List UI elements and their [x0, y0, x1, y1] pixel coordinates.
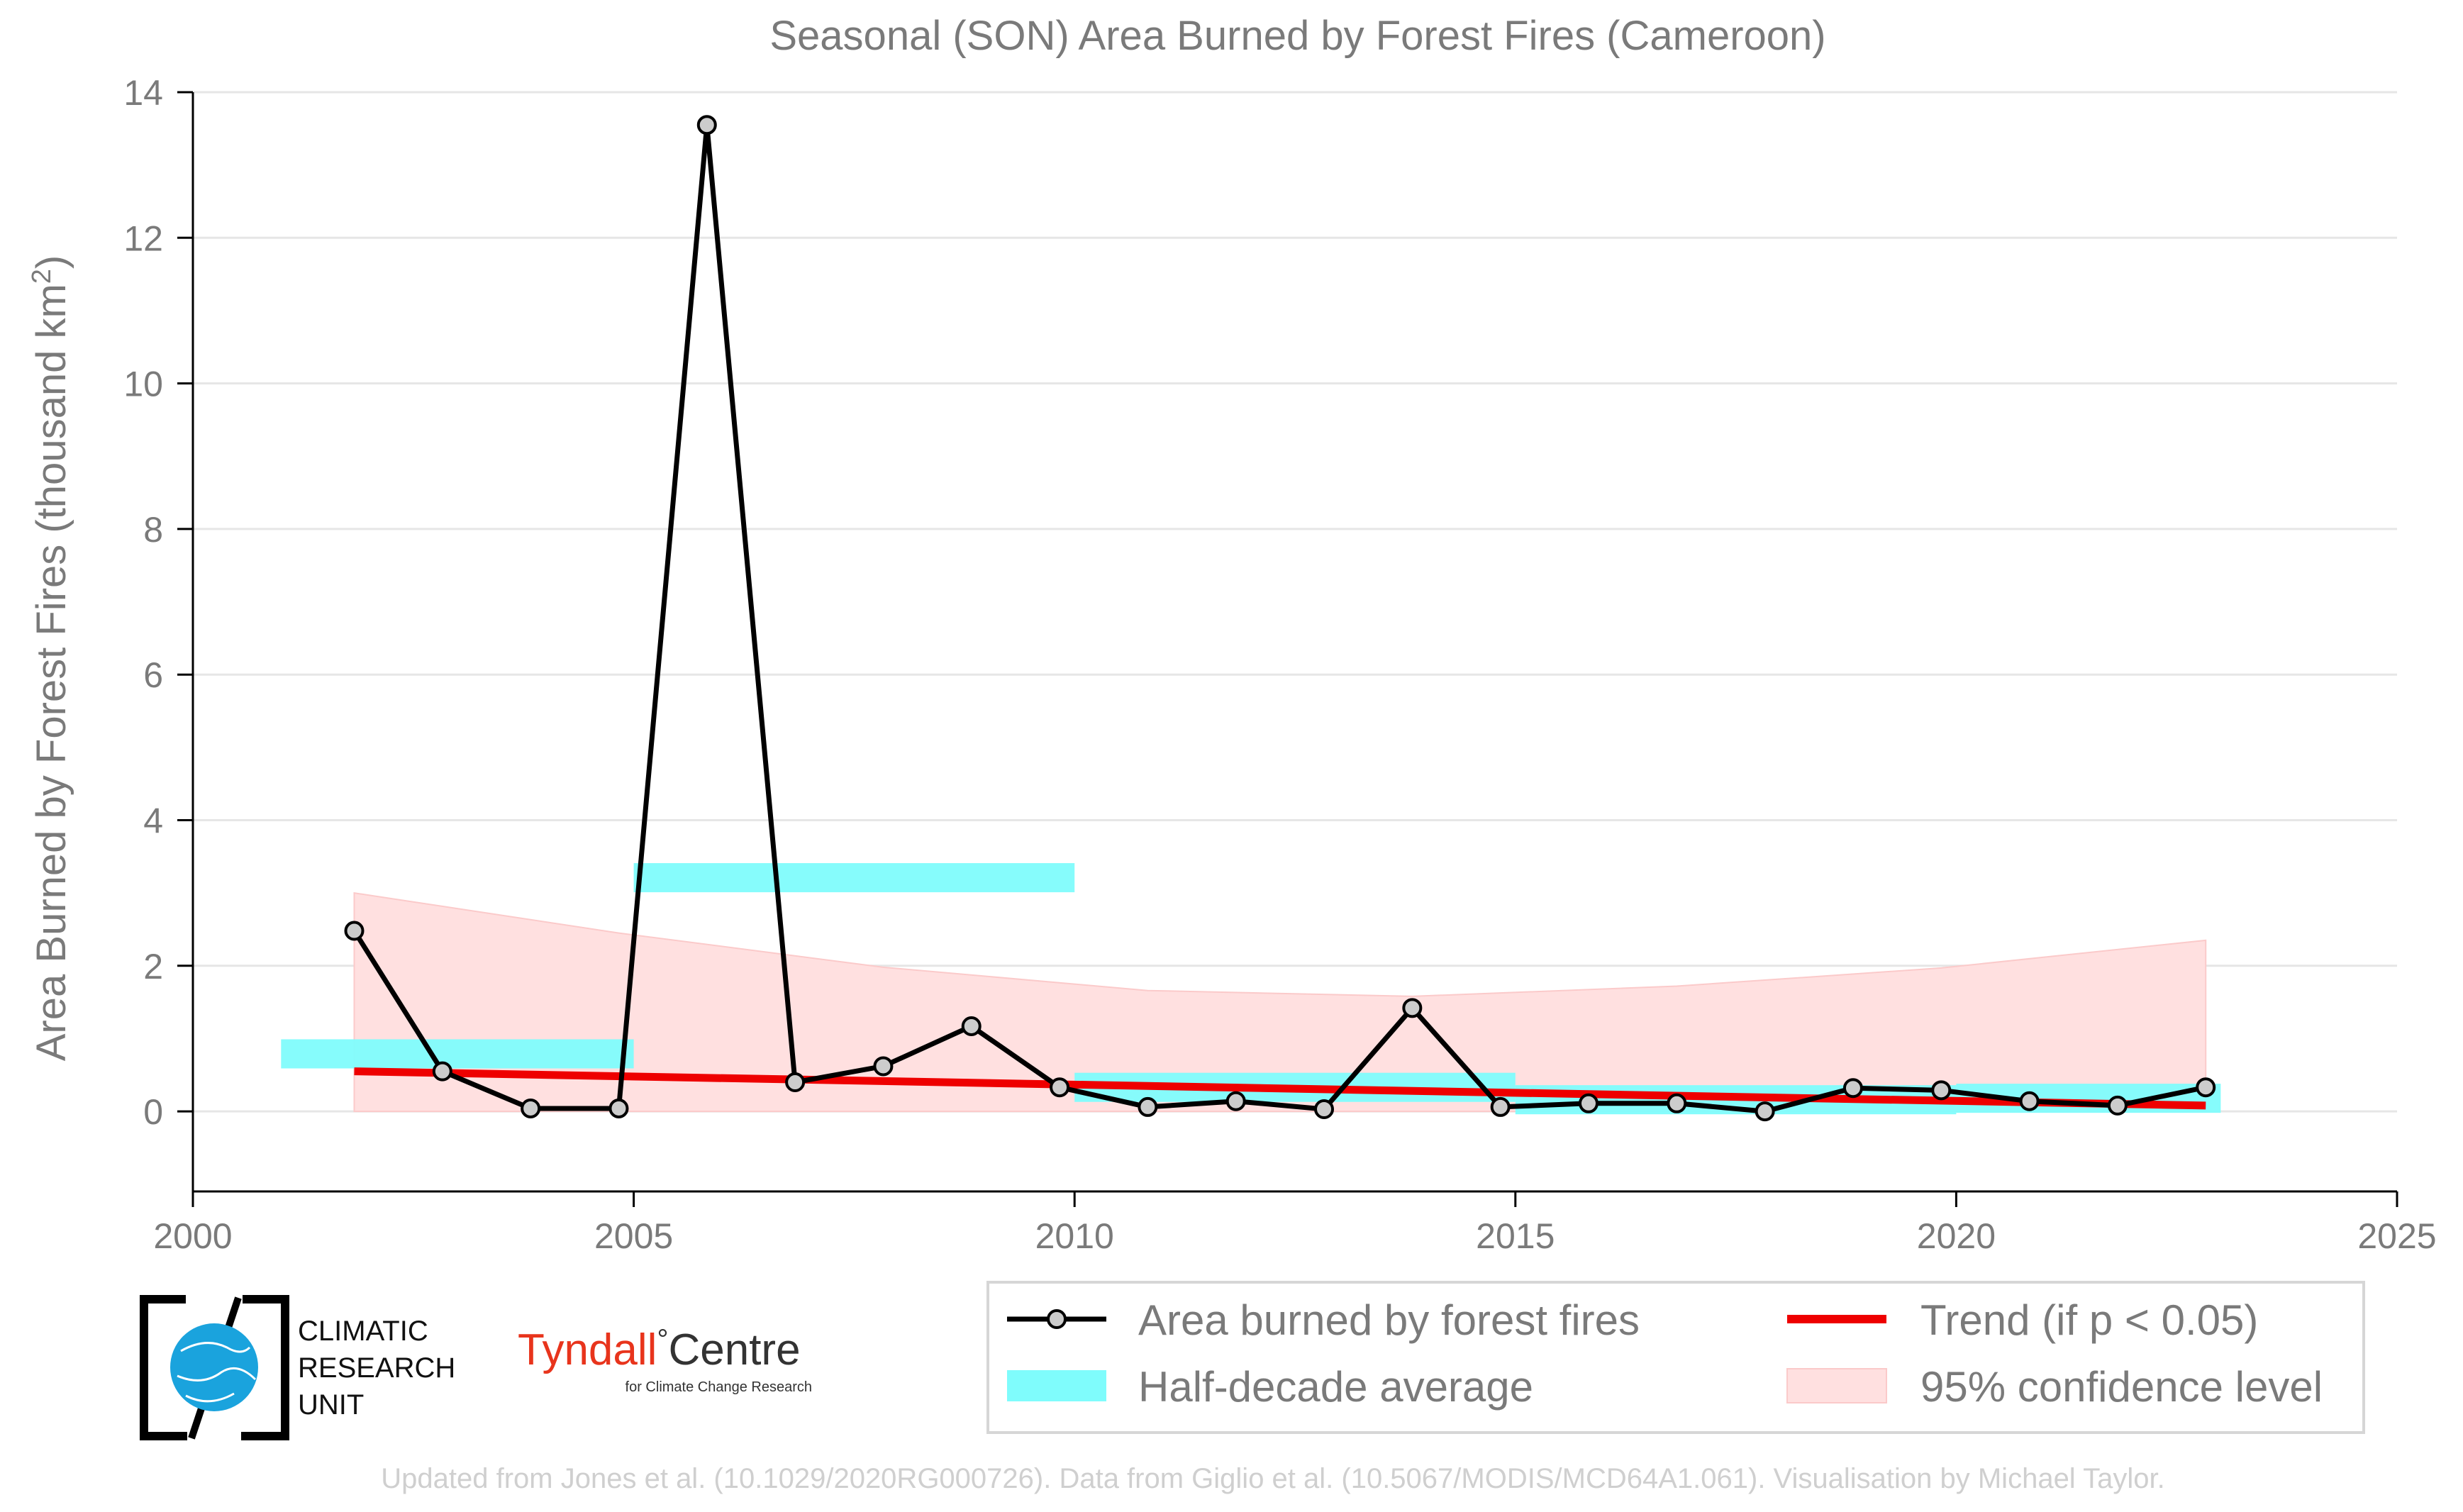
x-tick-label-2015: 2015	[1476, 1216, 1555, 1256]
data-point-10	[1225, 1091, 1246, 1111]
legend-series-label: Area burned by forest fires	[1138, 1296, 1640, 1344]
cru-logo-line-2: RESEARCH	[298, 1352, 455, 1384]
data-point-20	[2107, 1095, 2128, 1116]
cru-logo-line-1: CLIMATIC	[298, 1316, 428, 1347]
legend: Area burned by forest fires Trend (if p …	[986, 1281, 2365, 1434]
data-point-2	[521, 1098, 541, 1118]
trend-layer	[354, 1067, 2206, 1110]
data-point-0	[344, 921, 365, 941]
data-point-18	[1931, 1080, 1952, 1101]
data-point-8	[1050, 1077, 1070, 1098]
cru-logo: CLIMATIC RESEARCH UNIT	[140, 1295, 455, 1440]
half-decade-bar-0	[281, 1039, 634, 1069]
y-axis-label-main: Area Burned by Forest Fires (thousand km	[28, 284, 74, 1061]
tyndall-logo-main: Tyndall°Centre	[518, 1324, 801, 1374]
data-point-15	[1667, 1093, 1687, 1113]
y-axis-label-close: )	[28, 255, 74, 269]
legend-series-marker-swatch	[1047, 1309, 1067, 1329]
cru-logo-right-bracket	[241, 1295, 289, 1440]
data-point-17	[1842, 1078, 1863, 1099]
axes	[191, 92, 2397, 1193]
y-tick-label-6: 6	[143, 655, 163, 695]
legend-confidence-swatch	[1786, 1368, 1887, 1403]
x-tick-label-2000: 2000	[153, 1216, 232, 1256]
data-point-5	[785, 1072, 806, 1093]
x-tick-label-2005: 2005	[594, 1216, 673, 1256]
data-point-16	[1755, 1101, 1775, 1122]
data-point-7	[961, 1016, 982, 1036]
half-decade-bar-1	[633, 863, 1075, 893]
globe-icon-line-1	[180, 1342, 251, 1353]
globe-icon	[170, 1323, 258, 1411]
y-tick-label-4: 4	[143, 801, 163, 840]
cru-logo-line-3: UNIT	[298, 1389, 364, 1421]
data-point-13	[1490, 1096, 1511, 1117]
y-tick-label-2: 2	[143, 947, 163, 986]
tyndall-logo-centre: Centre	[668, 1325, 800, 1374]
y-tick-label-8: 8	[143, 510, 163, 550]
y-tick-label-10: 10	[123, 365, 163, 404]
data-point-11	[1314, 1099, 1335, 1120]
data-point-6	[873, 1056, 894, 1077]
data-point-12	[1402, 998, 1423, 1018]
tyndall-logo-subtitle: for Climate Change Research	[626, 1379, 812, 1395]
legend-confidence-label: 95% confidence level	[1920, 1363, 2323, 1411]
x-tick-label-2010: 2010	[1035, 1216, 1114, 1256]
data-point-21	[2196, 1077, 2216, 1098]
data-point-14	[1578, 1093, 1599, 1113]
legend-frame	[986, 1281, 2365, 1434]
legend-trend-label: Trend (if p < 0.05)	[1920, 1296, 2258, 1344]
y-axis-label: Area Burned by Forest Fires (thousand km…	[27, 255, 74, 1062]
data-point-19	[2019, 1091, 2040, 1111]
y-tick-label-14: 14	[123, 73, 163, 113]
y-tick-label-12: 12	[123, 218, 163, 258]
trend-line	[354, 1067, 2206, 1110]
legend-half-decade-label: Half-decade average	[1138, 1363, 1533, 1411]
tyndall-logo-degree: °	[657, 1324, 668, 1355]
series-line-0	[352, 122, 2206, 1114]
y-axis-label-superscript: 2	[27, 269, 57, 284]
globe-icon-line-2	[177, 1367, 257, 1382]
x-tick-label-2025: 2025	[2357, 1216, 2436, 1256]
y-tick-label-0: 0	[143, 1092, 163, 1132]
footer-credits: Updated from Jones et al. (10.1029/2020R…	[381, 1463, 2164, 1494]
x-tick-labels: 2000 2005 2010 2015 2020 2025	[153, 1191, 2437, 1256]
x-tick-label-2020: 2020	[1917, 1216, 1996, 1256]
data-point-3	[608, 1098, 629, 1118]
data-point-9	[1138, 1096, 1158, 1117]
tyndall-logo: Tyndall°Centre for Climate Change Resear…	[518, 1324, 812, 1395]
chart-title: Seasonal (SON) Area Burned by Forest Fir…	[769, 13, 1825, 59]
series-layer	[344, 115, 2216, 1122]
legend-half-decade-swatch	[1007, 1370, 1106, 1401]
data-point-4	[696, 115, 717, 135]
cru-logo-left-bracket	[140, 1295, 187, 1440]
tyndall-logo-word: Tyndall	[518, 1325, 657, 1374]
y-tick-labels: 0 2 4 6 8 10 12 14	[123, 73, 193, 1132]
globe-icon-line-3	[185, 1392, 235, 1403]
data-point-1	[432, 1061, 452, 1082]
